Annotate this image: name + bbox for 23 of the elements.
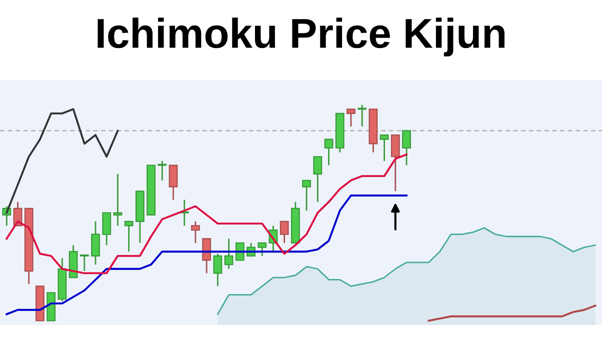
candlestick	[168, 164, 178, 200]
candlestick	[258, 242, 267, 257]
candlestick	[80, 254, 89, 272]
candlestick	[91, 220, 100, 266]
candlestick	[302, 180, 311, 212]
candlestick	[213, 253, 222, 287]
chart-title: Ichimoku Price Kijun	[98, 18, 504, 56]
candlestick	[235, 242, 244, 261]
candlestick	[324, 138, 334, 166]
candlestick	[358, 104, 367, 128]
candlestick	[313, 156, 322, 203]
candlestick	[158, 160, 167, 182]
candlestick	[124, 220, 134, 252]
candlestick	[280, 220, 289, 244]
candlestick	[202, 238, 212, 274]
candlestick	[346, 108, 356, 128]
candlestick	[102, 212, 112, 246]
candlestick	[113, 173, 122, 226]
candlestick	[224, 238, 234, 270]
candlestick	[390, 134, 400, 192]
candlestick	[191, 220, 200, 244]
candlestick	[402, 130, 411, 166]
candlestick	[380, 134, 389, 162]
